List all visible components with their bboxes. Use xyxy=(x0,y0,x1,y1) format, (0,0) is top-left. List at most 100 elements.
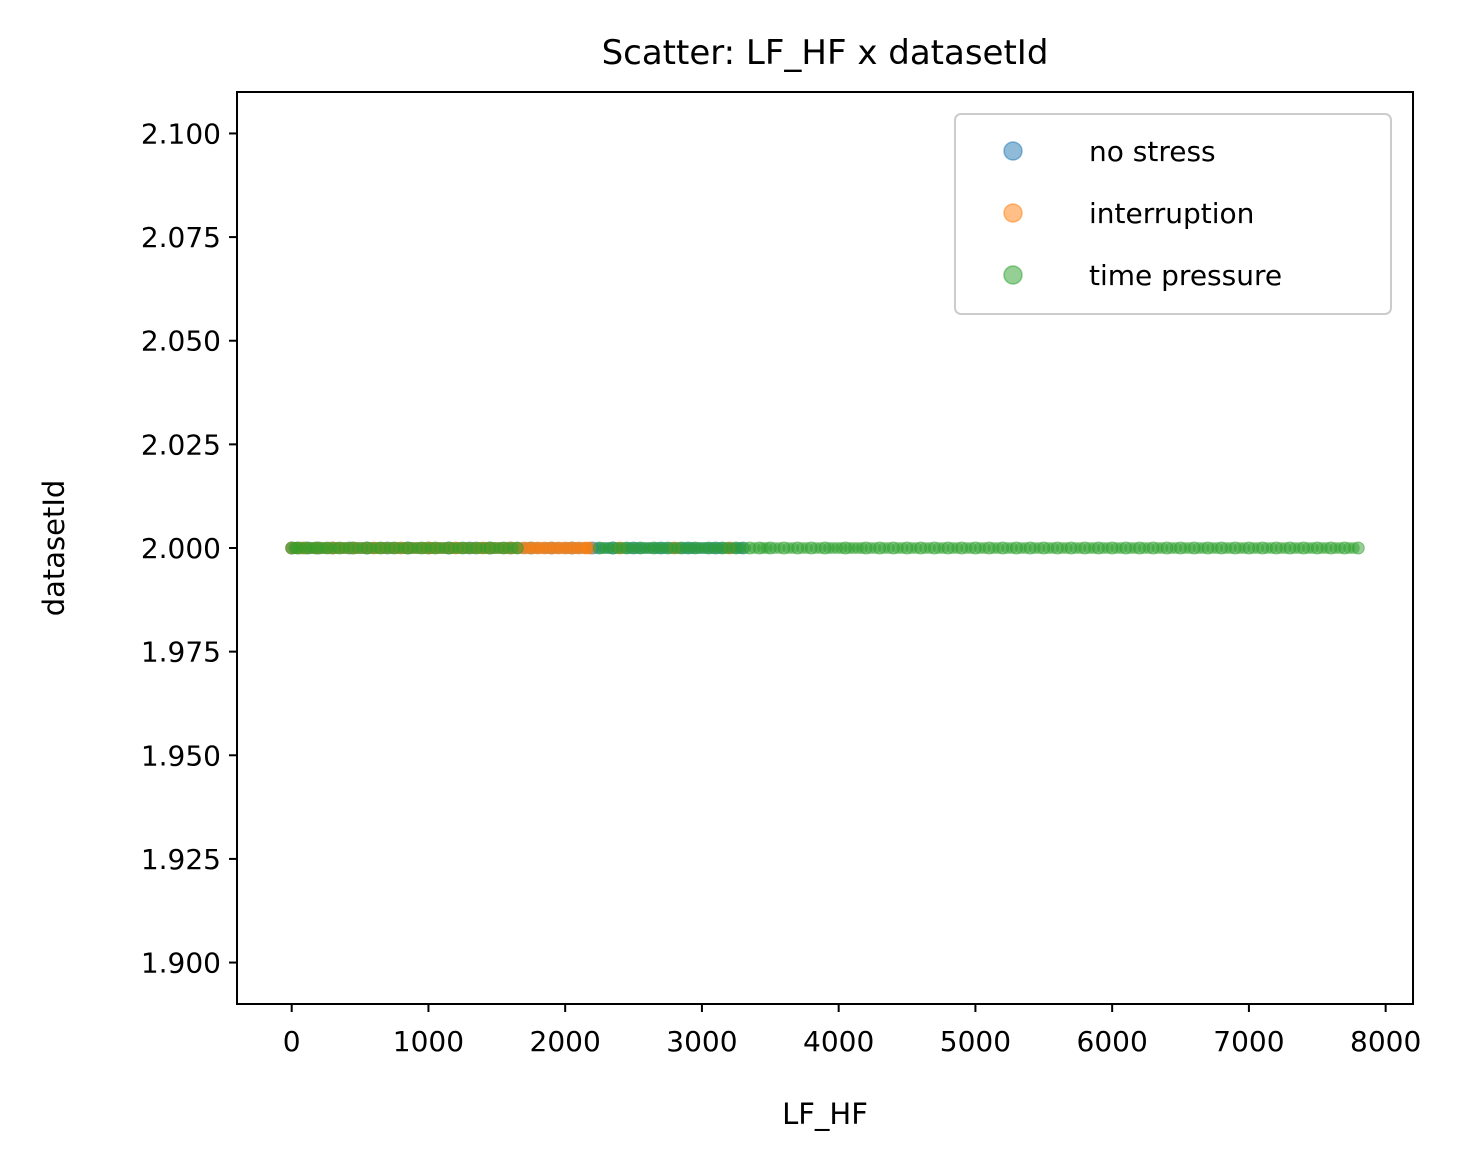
scatter-point xyxy=(411,542,424,554)
scatter-point xyxy=(1046,542,1059,554)
scatter-point xyxy=(711,542,724,554)
scatter-point xyxy=(882,542,895,554)
legend-marker xyxy=(1003,265,1023,285)
y-tick-label: 1.950 xyxy=(141,739,221,772)
scatter-point xyxy=(1279,542,1292,554)
scatter-point xyxy=(1265,542,1278,554)
scatter-point xyxy=(370,542,383,554)
scatter-point xyxy=(383,542,396,554)
scatter-point xyxy=(698,542,711,554)
scatter-point xyxy=(896,542,909,554)
legend-frame xyxy=(954,113,1392,315)
scatter-point xyxy=(1101,542,1114,554)
scatter-point xyxy=(1019,542,1032,554)
scatter-point xyxy=(992,542,1005,554)
scatter-point xyxy=(1238,542,1251,554)
scatter-point xyxy=(1142,542,1155,554)
chart-title: Scatter: LF_HF x datasetId xyxy=(602,33,1049,73)
scatter-point xyxy=(493,542,506,554)
legend: no stress interruption time pressure xyxy=(954,113,1392,315)
legend-label: no stress xyxy=(1089,135,1216,168)
legend-label: interruption xyxy=(1089,197,1254,230)
scatter-point xyxy=(1320,542,1333,554)
scatter-point xyxy=(1033,542,1046,554)
scatter-point xyxy=(1211,542,1223,554)
scatter-point xyxy=(951,542,964,554)
scatter-point xyxy=(657,542,670,554)
scatter-point xyxy=(773,542,786,554)
x-tick-label: 4000 xyxy=(803,1025,874,1058)
scatter-point xyxy=(670,542,683,554)
scatter-point xyxy=(1087,542,1100,554)
scatter-point xyxy=(1334,542,1347,554)
scatter-point xyxy=(438,542,451,554)
scatter-point xyxy=(684,542,697,554)
scatter-point xyxy=(356,542,369,554)
scatter-point xyxy=(329,542,342,554)
scatter-point xyxy=(1005,542,1018,554)
scatter-point xyxy=(964,542,977,554)
scatter-point xyxy=(1224,542,1237,554)
scatter-point xyxy=(1060,542,1073,554)
y-tick-label: 2.100 xyxy=(141,117,221,150)
scatter-point xyxy=(725,542,738,554)
scatter-point xyxy=(1156,542,1169,554)
scatter-point xyxy=(1074,542,1087,554)
scatter-point xyxy=(787,542,800,554)
y-tick-label: 2.075 xyxy=(141,221,221,254)
x-tick-label: 6000 xyxy=(1077,1025,1148,1058)
scatter-point xyxy=(397,542,410,554)
scatter-point xyxy=(506,542,519,554)
scatter-point xyxy=(855,542,868,554)
x-tick-label: 3000 xyxy=(666,1025,737,1058)
scatter-point xyxy=(739,542,752,554)
scatter-point xyxy=(629,542,642,554)
scatter-point xyxy=(1128,542,1141,554)
scatter-point xyxy=(748,542,761,554)
scatter-point xyxy=(760,542,773,554)
scatter-point xyxy=(1197,542,1210,554)
series-3-points xyxy=(285,541,1365,555)
x-tick-label: 1000 xyxy=(393,1025,464,1058)
y-tick-label: 2.050 xyxy=(141,325,221,358)
legend-marker xyxy=(1003,203,1023,223)
scatter-point xyxy=(869,542,882,554)
scatter-point xyxy=(452,542,465,554)
x-tick-label: 8000 xyxy=(1350,1025,1421,1058)
scatter-point xyxy=(1115,542,1128,554)
y-axis: 1.900 1.925 1.950 1.975 2.000 2.025 2.050 2.075… xyxy=(141,117,237,980)
x-axis: 0 1000 2000 3000 4000 5000 6000 7000 8000 xyxy=(283,1004,1421,1058)
scatter-point xyxy=(602,542,615,554)
scatter-point xyxy=(581,542,594,554)
y-tick-label: 1.900 xyxy=(141,947,221,980)
y-tick-label: 2.000 xyxy=(141,532,221,565)
scatter-point xyxy=(800,542,813,554)
scatter-point xyxy=(1183,542,1196,554)
scatter-point xyxy=(643,542,656,554)
y-axis-title: datasetId xyxy=(37,480,71,617)
scatter-point xyxy=(1347,542,1360,554)
scatter-point xyxy=(1306,542,1319,554)
y-tick-label: 2.025 xyxy=(141,428,221,461)
x-tick-label: 5000 xyxy=(940,1025,1011,1058)
scatter-point xyxy=(835,542,848,554)
scatter-point xyxy=(424,542,437,554)
scatter-marks xyxy=(285,541,1365,555)
scatter-point xyxy=(814,542,827,554)
scatter-point xyxy=(616,542,629,554)
x-tick-label: 7000 xyxy=(1213,1025,1284,1058)
y-tick-label: 1.975 xyxy=(141,636,221,669)
scatter-point xyxy=(923,542,936,554)
scatter-point xyxy=(1252,542,1265,554)
scatter-point xyxy=(937,542,950,554)
scatter-point xyxy=(978,542,991,554)
scatter-point xyxy=(1169,542,1182,554)
scatter-point xyxy=(1293,542,1306,554)
scatter-point xyxy=(342,542,355,554)
scatter-point xyxy=(479,542,492,554)
scatter-point xyxy=(465,542,478,554)
legend-marker xyxy=(1003,141,1023,161)
x-tick-label: 0 xyxy=(283,1025,301,1058)
x-axis-title: LF_HF xyxy=(782,1097,868,1131)
